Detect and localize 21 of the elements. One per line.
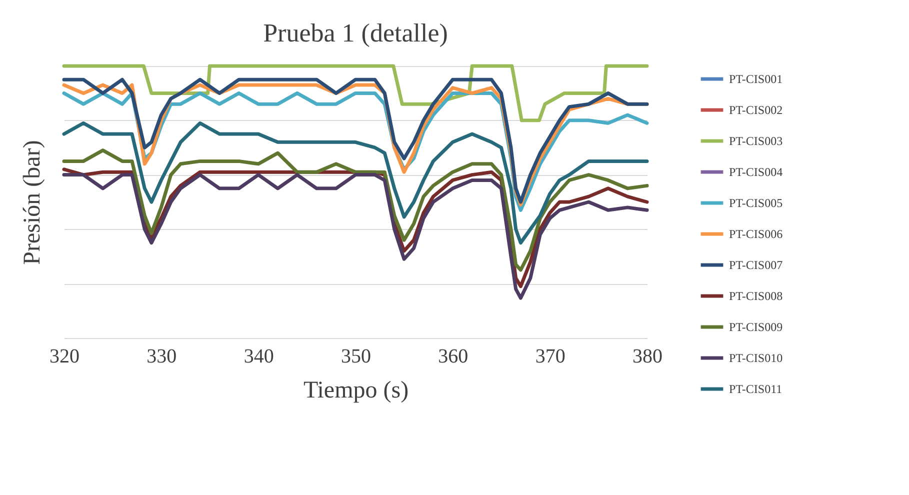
legend-label: PT-CIS008: [729, 289, 783, 303]
legend-label: PT-CIS009: [729, 320, 783, 334]
legend-label: PT-CIS004: [729, 165, 783, 179]
x-tick-label: 360: [438, 346, 468, 368]
x-tick-label: 320: [50, 346, 80, 368]
legend-label: PT-CIS007: [729, 258, 783, 272]
x-axis-title: Tiempo (s): [303, 378, 409, 404]
x-tick-label: 370: [535, 346, 566, 368]
legend-label: PT-CIS005: [729, 196, 783, 210]
x-tick-label: 380: [632, 346, 662, 368]
legend-label: PT-CIS011: [729, 382, 782, 396]
legend-label: PT-CIS006: [729, 227, 783, 241]
legend-label: PT-CIS001: [729, 72, 783, 86]
legend-label: PT-CIS002: [729, 103, 783, 117]
legend-label: PT-CIS010: [729, 351, 783, 365]
y-axis-title: Presión (bar): [20, 140, 46, 265]
x-tick-label: 330: [146, 346, 177, 368]
chart-title: Prueba 1 (detalle): [263, 18, 448, 48]
legend-label: PT-CIS003: [729, 134, 783, 148]
x-tick-label: 350: [341, 346, 371, 368]
x-tick-label: 340: [244, 346, 274, 368]
